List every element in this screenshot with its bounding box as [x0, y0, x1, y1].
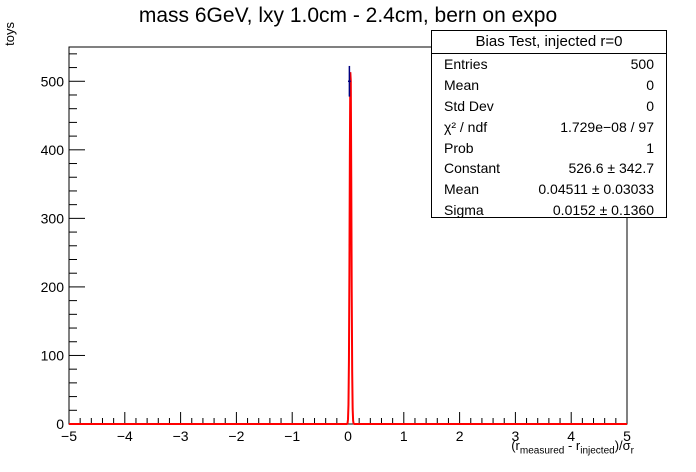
- stats-value: 500: [630, 56, 654, 72]
- x-tick-label: 3: [512, 428, 520, 444]
- stats-label: Constant: [444, 160, 501, 177]
- stats-value: 1: [646, 139, 654, 156]
- x-tick-label: −5: [61, 428, 77, 444]
- x-tick-label: −1: [284, 428, 300, 444]
- stats-row: Mean 0: [432, 75, 666, 96]
- stats-label: Mean: [444, 181, 480, 198]
- stats-label: Prob: [444, 139, 474, 156]
- stats-title: Bias Test, injected r=0: [432, 31, 666, 54]
- stats-value: 0.0152 ± 0.1360: [552, 202, 654, 219]
- stats-value: 0: [646, 97, 654, 114]
- x-axis-label: (rmeasured - rinjected)/σr: [511, 438, 634, 457]
- stats-label: χ² / ndf: [444, 118, 488, 135]
- x-axis-label-mid: - r: [564, 438, 581, 453]
- stats-value: 0.04511 ± 0.03033: [538, 181, 654, 198]
- stats-row: Sigma 0.0152 ± 0.1360: [432, 200, 666, 221]
- y-tick-label: 0: [56, 416, 64, 432]
- histogram-layer: [348, 65, 351, 97]
- x-axis-label-sub-measured: measured: [519, 445, 565, 457]
- stats-row: Constant 526.6 ± 342.7: [432, 158, 666, 179]
- chart-title: mass 6GeV, lxy 1.0cm - 2.4cm, bern on ex…: [138, 4, 558, 27]
- gaussian-fit-curve: [69, 72, 627, 425]
- x-tick-label: −4: [117, 428, 133, 444]
- fit-curve-layer: [69, 72, 627, 425]
- stats-row: Mean 0.04511 ± 0.03033: [432, 179, 666, 200]
- stats-value: 526.6 ± 342.7: [568, 160, 654, 177]
- stats-row: Prob 1: [432, 138, 666, 159]
- y-tick-label: 400: [41, 142, 65, 158]
- y-tick-label: 100: [41, 347, 65, 363]
- x-tick-label: 4: [567, 428, 575, 444]
- stats-label: Mean: [444, 76, 480, 93]
- stats-row: Entries 500: [432, 54, 666, 75]
- axis-ticks: −5 −4 −3 −2 −1 0 1 2 3 4 5 0 100 200 300 400 500: [41, 53, 631, 444]
- y-tick-label: 300: [41, 210, 65, 226]
- x-axis-label-sub-r: r: [630, 445, 634, 457]
- x-tick-label: 1: [400, 428, 408, 444]
- y-tick-label: 500: [41, 73, 65, 89]
- x-tick-label: 0: [344, 428, 352, 444]
- x-tick-label: 5: [623, 428, 631, 444]
- y-axis-label: toys: [2, 22, 17, 46]
- x-tick-label: 2: [456, 428, 464, 444]
- stats-label: Sigma: [444, 202, 484, 219]
- stats-label: Std Dev: [444, 97, 494, 114]
- stats-row: χ² / ndf 1.729e−08 / 97: [432, 117, 666, 138]
- stats-label: Entries: [444, 56, 488, 72]
- stats-box: Bias Test, injected r=0 Entries 500 Mean 0…: [431, 30, 667, 218]
- stats-value: 1.729e−08 / 97: [560, 118, 654, 135]
- x-axis-label-open: (r: [511, 438, 520, 453]
- x-tick-label: −3: [173, 428, 189, 444]
- x-axis-label-sub-injected: injected: [580, 445, 615, 457]
- stats-row: Std Dev 0: [432, 96, 666, 117]
- x-axis-label-close: )/σ: [614, 438, 631, 453]
- x-tick-label: −2: [228, 428, 244, 444]
- y-tick-label: 200: [41, 279, 65, 295]
- stats-value: 0: [646, 76, 654, 93]
